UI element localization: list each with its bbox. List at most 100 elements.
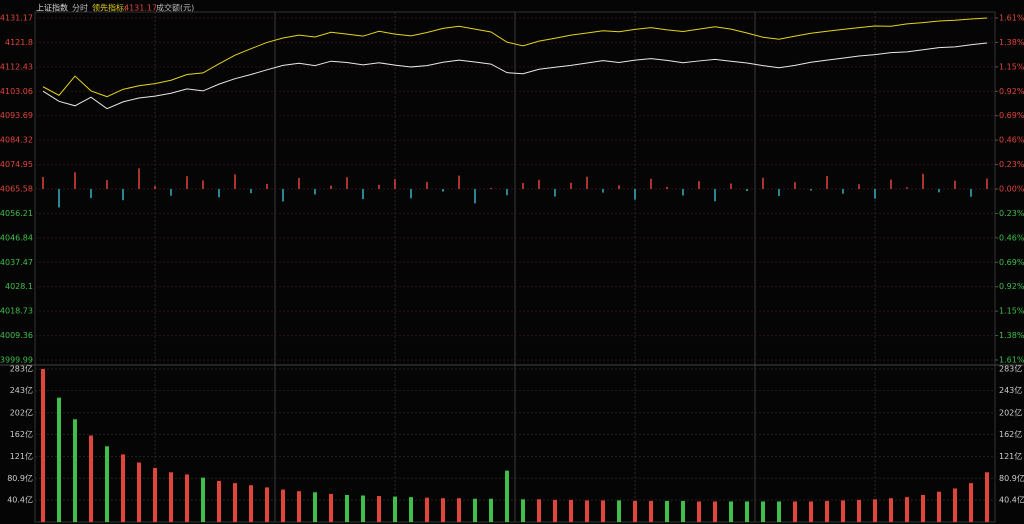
lead-value: 4131.17: [124, 4, 157, 13]
y2-tick-label: 1.61%: [999, 356, 1024, 365]
volume-bar: [313, 492, 317, 522]
y2-tick-label: 0.00%: [999, 185, 1024, 194]
volume-bar: [793, 501, 797, 522]
volume-bar: [185, 474, 189, 522]
frame: [34, 11, 996, 523]
y2-tick-label: 40.4亿: [999, 495, 1024, 505]
volume-bar: [41, 369, 45, 522]
volume-bar: [937, 491, 941, 522]
volume-bar: [297, 491, 301, 522]
volume-bar: [329, 493, 333, 522]
volume-bar: [57, 397, 61, 522]
y2-tick-label: 243亿: [999, 385, 1022, 395]
y2-tick-label: 1.38%: [999, 38, 1024, 47]
y-tick-label: 3999.99: [0, 356, 33, 365]
volume-bar: [537, 499, 541, 522]
y-tick-label: 243亿: [10, 385, 33, 395]
y2-tick-label: 80.9亿: [999, 473, 1024, 483]
volume-bar: [905, 497, 909, 522]
volume-bar: [681, 500, 685, 522]
volume-bar: [153, 467, 157, 522]
y2-tick-label: 0.46%: [999, 233, 1024, 242]
y-tick-label: 4037.47: [0, 258, 33, 267]
volume-bar: [617, 500, 621, 522]
volume-bar: [777, 501, 781, 522]
y-tick-label: 4074.95: [0, 160, 33, 169]
volume-bar: [649, 500, 653, 522]
y2-tick-label: 0.69%: [999, 111, 1024, 120]
volume-bar: [457, 498, 461, 522]
volume-bar: [377, 496, 381, 522]
y-tick-label: 40.4亿: [7, 495, 33, 505]
volume-bar: [473, 498, 477, 522]
volume-bar: [713, 501, 717, 522]
y2-tick-label: 283亿: [999, 364, 1022, 374]
y-tick-label: 121亿: [10, 451, 33, 461]
volume-bar: [345, 494, 349, 522]
period: 分时: [72, 3, 88, 13]
y2-tick-label: 162亿: [999, 429, 1022, 439]
volume-bar: [761, 501, 765, 522]
volume-bar: [585, 500, 589, 522]
y-tick-label: 4084.32: [0, 136, 33, 145]
volume-bar: [889, 498, 893, 522]
y-tick-label: 4056.21: [0, 209, 33, 218]
volume-bar: [233, 483, 237, 522]
volume-bar: [921, 494, 925, 522]
volume-bar: [361, 495, 365, 522]
volume-bar: [505, 470, 509, 522]
y-tick-label: 4121.8: [5, 38, 33, 47]
y2-tick-label: 1.15%: [999, 62, 1024, 71]
volume-bar: [489, 498, 493, 522]
y2-tick-label: 0.92%: [999, 282, 1024, 291]
y-tick-label: 4103.06: [0, 87, 33, 96]
volume-bar: [89, 435, 93, 522]
y2-tick-label: 121亿: [999, 451, 1022, 461]
volume-bar: [169, 472, 173, 522]
volume-bar: [137, 462, 141, 522]
volume-bar: [521, 499, 525, 522]
volume-bar: [841, 500, 845, 522]
volume-bar: [249, 485, 253, 522]
volume-bar: [729, 501, 733, 522]
y-tick-label: 4028.1: [5, 282, 33, 291]
volume-bar: [409, 497, 413, 522]
y-tick-label: 283亿: [10, 364, 33, 374]
y2-tick-label: 0.23%: [999, 160, 1024, 169]
y2-tick-label: 0.23%: [999, 209, 1024, 218]
chart-title: 上证指数: [36, 3, 68, 13]
lead-label: 领先指标:: [92, 3, 127, 13]
volume-bar: [953, 488, 957, 522]
volume-bar: [121, 454, 125, 522]
volume-bar: [201, 477, 205, 522]
volume-bar: [105, 446, 109, 522]
volume-bar: [697, 501, 701, 522]
y-tick-label: 4009.36: [0, 331, 33, 340]
y2-tick-label: 1.15%: [999, 307, 1024, 316]
y-tick-label: 4065.58: [0, 185, 33, 194]
volume-bar: [73, 419, 77, 522]
volume-bar: [265, 487, 269, 522]
volume-bar: [569, 499, 573, 522]
volume-bar: [825, 500, 829, 522]
volume-bar: [873, 499, 877, 522]
volume-bar: [281, 489, 285, 522]
volume-bar: [745, 501, 749, 522]
y-tick-label: 80.9亿: [7, 473, 33, 483]
volume-bar: [665, 500, 669, 522]
y-tick-label: 162亿: [10, 429, 33, 439]
volume-bar: [553, 499, 557, 522]
volume-title: 成交额(元): [156, 3, 194, 13]
volume-bar: [633, 500, 637, 522]
volume-bar: [857, 499, 861, 522]
volume-bar: [441, 498, 445, 522]
y2-tick-label: 0.69%: [999, 258, 1024, 267]
y2-tick-label: 0.46%: [999, 136, 1024, 145]
volume-bar: [393, 496, 397, 522]
y2-tick-label: 1.38%: [999, 331, 1024, 340]
y-tick-label: 4131.17: [0, 14, 33, 23]
y-tick-label: 4112.43: [0, 62, 33, 71]
volume-bar: [601, 500, 605, 522]
